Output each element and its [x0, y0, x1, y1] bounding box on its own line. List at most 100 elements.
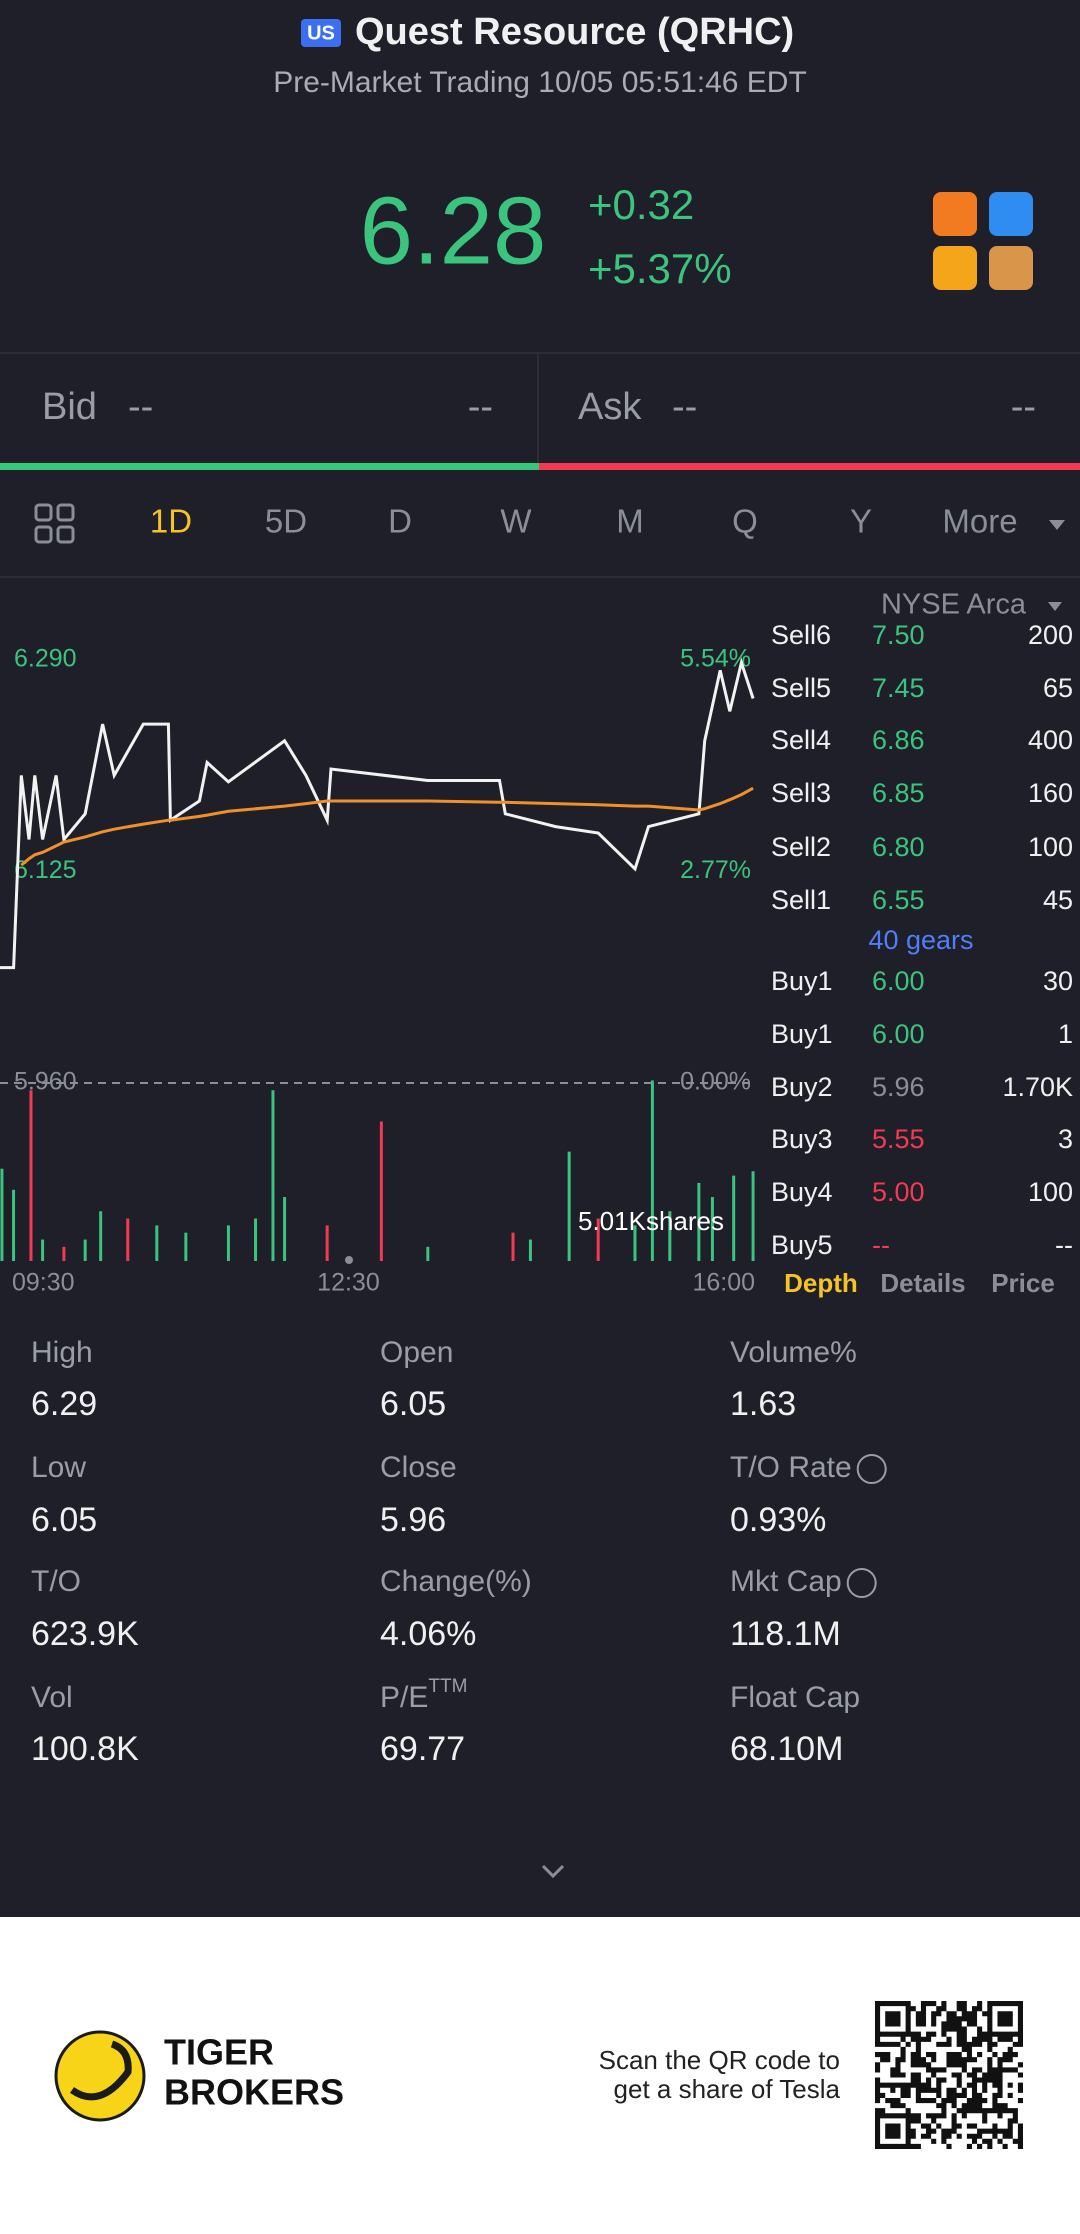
- volume-bar: [633, 1225, 637, 1261]
- order-price: 6.80: [872, 832, 925, 862]
- brand-name: TIGER: [164, 2032, 274, 2073]
- stat-label: High: [31, 1336, 93, 1369]
- period-tab[interactable]: W: [500, 503, 532, 540]
- divider: [0, 576, 1080, 578]
- order-size: 1: [1058, 1019, 1073, 1049]
- stat-label-text: High: [31, 1336, 93, 1369]
- y-tick-label: 6.125: [14, 856, 77, 884]
- order-price: 6.00: [872, 1019, 925, 1049]
- price-change: +0.32: [588, 181, 694, 228]
- stat-value: 100.8K: [31, 1730, 139, 1768]
- qr-caption: Scan the QR code to: [599, 2045, 840, 2075]
- bid-size: --: [468, 386, 493, 428]
- panel-tab[interactable]: Details: [880, 1268, 965, 1298]
- order-side: Sell3: [771, 778, 831, 808]
- period-tab[interactable]: Q: [732, 503, 758, 540]
- background: [0, 0, 1080, 1917]
- panel-tab[interactable]: Depth: [784, 1268, 858, 1298]
- qr-modules: [875, 2001, 1023, 2149]
- x-tick-label: 12:30: [317, 1269, 380, 1297]
- order-side: Sell4: [771, 725, 831, 755]
- volume-bar: [271, 1090, 275, 1261]
- period-tab[interactable]: M: [616, 503, 644, 540]
- stat-label-text: T/O Rate: [730, 1451, 852, 1484]
- period-tab[interactable]: Y: [850, 503, 872, 540]
- y2-tick-label: 2.77%: [680, 856, 751, 884]
- price-change-percent: +5.37%: [588, 245, 732, 292]
- stat-label-text: Vol: [31, 1681, 73, 1714]
- volume-bar: [254, 1218, 258, 1261]
- expand-chevron[interactable]: [541, 1864, 565, 1879]
- volume-label: 5.01Kshares: [578, 1206, 724, 1236]
- volume-bar: [99, 1211, 103, 1261]
- order-side: Buy5: [771, 1230, 833, 1260]
- volume-bar: [62, 1246, 66, 1261]
- stat-label-text: Change(%): [380, 1565, 532, 1598]
- volume-bar: [379, 1121, 383, 1261]
- stat-label: P/ETTM: [380, 1676, 467, 1714]
- stat-label: Float Cap: [730, 1681, 860, 1714]
- feature-icons[interactable]: [933, 192, 1033, 290]
- info-icon[interactable]: [846, 1568, 877, 1598]
- order-price: 6.86: [872, 725, 925, 755]
- stat-label: Open: [380, 1336, 453, 1369]
- stat-value: 1.63: [730, 1385, 796, 1423]
- order-price: --: [872, 1230, 890, 1260]
- volume-bar: [12, 1189, 16, 1261]
- order-size: --: [1055, 1230, 1073, 1260]
- bid-price: --: [128, 386, 153, 428]
- stat-label: Volume%: [730, 1336, 857, 1369]
- stat-value: 4.06%: [380, 1615, 476, 1653]
- order-size: 1.70K: [1002, 1072, 1073, 1102]
- stat-label-text: T/O: [31, 1565, 81, 1598]
- period-tab[interactable]: More: [942, 503, 1017, 540]
- exchange-selector[interactable]: NYSE Arca: [881, 589, 1027, 621]
- order-side: Sell1: [771, 885, 831, 915]
- order-price: 5.96: [872, 1072, 925, 1102]
- period-tab[interactable]: 1D: [150, 503, 192, 540]
- stat-value: 5.96: [380, 1501, 446, 1539]
- volume-bar: [426, 1246, 430, 1261]
- dropdown-arrow[interactable]: [1048, 602, 1062, 611]
- period-tab[interactable]: 5D: [265, 503, 307, 540]
- volume-bar: [650, 1080, 654, 1261]
- x-tick-label: 09:30: [12, 1269, 75, 1297]
- order-price: 7.50: [872, 620, 925, 650]
- volume-bar: [732, 1175, 736, 1261]
- ask-label: Ask: [578, 386, 642, 428]
- stat-label-text: Mkt Cap: [730, 1565, 842, 1598]
- market-badge-text: US: [307, 22, 335, 44]
- stat-value: 118.1M: [730, 1615, 841, 1653]
- stat-label-text: Float Cap: [730, 1681, 860, 1714]
- volume-bar: [325, 1225, 329, 1261]
- period-tab[interactable]: D: [388, 503, 412, 540]
- stat-label: T/O Rate: [730, 1451, 852, 1484]
- volume-bar: [184, 1232, 188, 1261]
- volume-bar: [83, 1239, 87, 1261]
- stat-value: 6.29: [31, 1385, 97, 1423]
- market-status: Pre-Market Trading 10/05 05:51:46 EDT: [273, 66, 807, 99]
- order-side: Buy2: [771, 1072, 833, 1102]
- dropdown-arrow[interactable]: [1049, 520, 1065, 530]
- panel-tab[interactable]: Price: [991, 1268, 1055, 1298]
- order-size: 30: [1043, 966, 1073, 996]
- volume-bar: [0, 1168, 4, 1261]
- order-side: Buy1: [771, 966, 833, 996]
- brand-name: BROKERS: [164, 2072, 344, 2113]
- order-size: 200: [1028, 620, 1073, 650]
- volume-bar: [751, 1171, 755, 1261]
- order-side: Buy3: [771, 1124, 833, 1154]
- grid-icon[interactable]: [34, 503, 75, 544]
- volume-bar: [567, 1151, 571, 1261]
- order-side: Sell6: [771, 620, 831, 650]
- volume-bar: [155, 1225, 159, 1261]
- average-line: [20, 786, 754, 867]
- info-icon[interactable]: [856, 1454, 887, 1484]
- order-side: Buy1: [771, 1019, 833, 1049]
- order-size: 3: [1058, 1124, 1073, 1154]
- order-price: 6.85: [872, 778, 925, 808]
- x-tick-label: 16:00: [692, 1269, 755, 1297]
- order-price: 5.00: [872, 1177, 925, 1207]
- stat-label-text: Volume%: [730, 1336, 857, 1369]
